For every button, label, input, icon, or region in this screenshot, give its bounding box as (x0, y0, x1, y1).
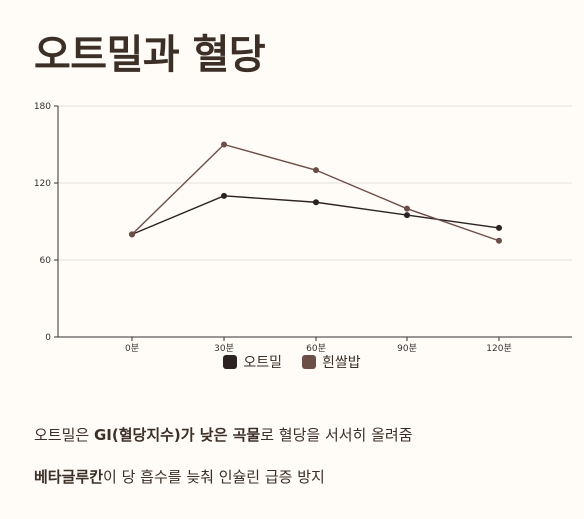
x-tick-label: 30분 (214, 343, 234, 354)
note-beta-glucan-highlight: 베타글루칸 (34, 468, 104, 486)
x-tick-label: 120분 (486, 343, 511, 354)
data-point (129, 231, 135, 238)
legend-label-white-rice: 흰쌀밥 (322, 355, 361, 371)
data-point (496, 237, 502, 244)
data-point (221, 192, 227, 199)
data-point (313, 167, 319, 174)
legend-label-oatmeal: 오트밀 (243, 355, 282, 371)
gridlines (58, 105, 572, 261)
chart-legend: 오트밀 흰쌀밥 (0, 352, 584, 372)
series-line-1 (131, 143, 500, 242)
series-lines (129, 141, 502, 244)
legend-item-white-rice[interactable]: 흰쌀밥 (302, 352, 361, 372)
legend-item-oatmeal[interactable]: 오트밀 (223, 352, 282, 372)
data-point (313, 199, 319, 206)
data-point (496, 224, 502, 231)
chart-title: 오트밀과 혈당 (34, 32, 266, 78)
y-tick-label: 0 (45, 333, 51, 343)
x-tick-label: 90분 (397, 343, 417, 354)
x-tick-label: 60분 (306, 343, 326, 354)
legend-swatch-white-rice (302, 355, 316, 369)
note-beta-glucan-text: 이 당 흡수를 늦춰 인슐린 급증 방지 (103, 468, 325, 486)
note-gi: 오트밀은 GI(혈당지수)가 낮은 곡물로 혈당을 서서히 올려줌 (34, 424, 413, 445)
y-tick-label: 60 (40, 256, 52, 266)
note-gi-text-2: 로 혈당을 서서히 올려줌 (260, 426, 413, 444)
y-tick-label: 120 (34, 179, 51, 189)
data-point (404, 205, 410, 212)
note-gi-highlight: GI(혈당지수)가 낮은 곡물 (93, 426, 261, 444)
legend-swatch-oatmeal (223, 355, 238, 369)
data-point (221, 141, 227, 148)
y-tick-label: 180 (34, 102, 51, 112)
line-chart: 0 60 120 180 0분 30분 60분 90분 120분 (34, 102, 572, 354)
note-beta-glucan: 베타글루칸이 당 흡수를 늦춰 인슐린 급증 방지 (34, 466, 325, 487)
x-tick-label: 0분 (125, 343, 139, 354)
axes: 0 60 120 180 0분 30분 60분 90분 120분 (34, 102, 572, 354)
data-point (404, 212, 410, 219)
note-gi-text-1: 오트밀은 (34, 426, 94, 444)
